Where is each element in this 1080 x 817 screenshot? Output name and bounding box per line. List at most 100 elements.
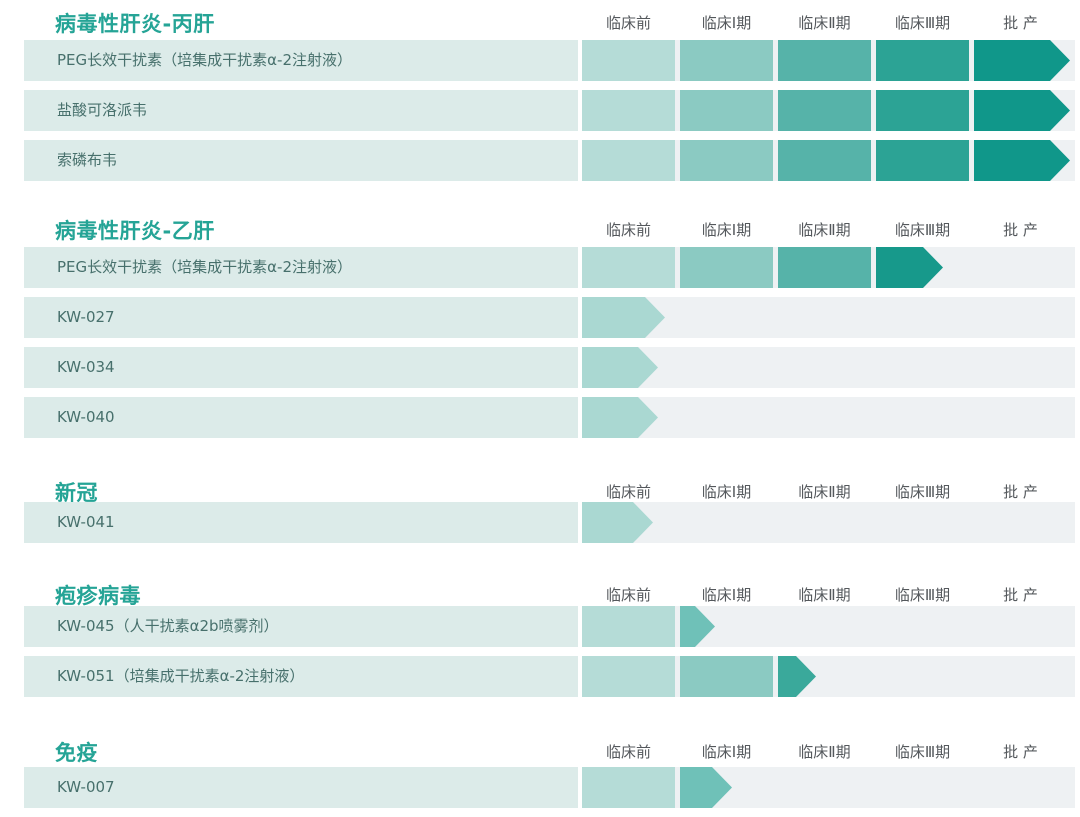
stage-column-header: 临床Ⅰ期 (701, 14, 752, 32)
stage-column-header: 临床前 (605, 743, 651, 761)
stage-arrow (974, 90, 1070, 131)
section-title: 病毒性肝炎-乙肝 (55, 219, 215, 243)
section-title: 免疫 (55, 741, 98, 765)
stage-column-header: 临床Ⅱ期 (798, 743, 851, 761)
stage-column-header: 临床前 (605, 586, 651, 604)
stage-segment (876, 140, 969, 181)
stage-column-header: 临床前 (605, 221, 651, 239)
stage-column-header: 临床Ⅰ期 (701, 221, 752, 239)
section-title: 疱疹病毒 (55, 584, 141, 608)
pipeline-row: KW-027 (0, 297, 1080, 338)
row-label: PEG长效干扰素（培集成干扰素α-2注射液） (57, 258, 352, 276)
row-label-area (24, 347, 578, 388)
stage-segment (582, 90, 675, 131)
stage-arrow (582, 347, 658, 388)
row-label: KW-045（人干扰素α2b喷雾剂） (57, 617, 279, 635)
stage-arrow (680, 767, 732, 808)
row-label-area (24, 656, 578, 697)
section-title: 病毒性肝炎-丙肝 (55, 12, 215, 36)
stage-column-header: 临床Ⅱ期 (798, 221, 851, 239)
stage-column-header: 临床前 (605, 14, 651, 32)
stage-column-header: 临床Ⅲ期 (894, 743, 951, 761)
stage-column-header: 批 产 (1003, 221, 1038, 239)
stage-column-header: 临床Ⅱ期 (798, 14, 851, 32)
stage-segment (680, 90, 773, 131)
stage-segment (778, 40, 871, 81)
stage-column-header: 临床前 (605, 483, 651, 501)
row-label-area (24, 297, 578, 338)
row-label: KW-041 (57, 513, 115, 531)
stage-column-header: 临床Ⅲ期 (894, 14, 951, 32)
row-label: KW-034 (57, 358, 115, 376)
section-title: 新冠 (55, 481, 98, 505)
stage-column-header: 临床Ⅲ期 (894, 483, 951, 501)
stage-segment (582, 247, 675, 288)
stage-segment (582, 606, 675, 647)
row-label: KW-040 (57, 408, 115, 426)
row-label-area (24, 606, 578, 647)
row-label-area (24, 767, 578, 808)
stage-arrow (582, 297, 665, 338)
stage-segment (680, 247, 773, 288)
stage-segment (778, 90, 871, 131)
stage-segment (680, 40, 773, 81)
stage-segment (876, 90, 969, 131)
progress-track (582, 90, 1075, 131)
row-label: 盐酸可洛派韦 (57, 101, 148, 119)
pipeline-row: KW-041 (0, 502, 1080, 543)
row-label-area (24, 397, 578, 438)
stage-segment (582, 656, 675, 697)
stage-column-header: 临床Ⅱ期 (798, 586, 851, 604)
progress-track (582, 347, 1075, 388)
progress-track (582, 656, 1075, 697)
stage-segment (582, 767, 675, 808)
stage-column-header: 临床Ⅰ期 (701, 743, 752, 761)
stage-column-header: 临床Ⅱ期 (798, 483, 851, 501)
pipeline-row: PEG长效干扰素（培集成干扰素α-2注射液） (0, 40, 1080, 81)
stage-arrow (876, 247, 943, 288)
row-label: KW-051（培集成干扰素α-2注射液） (57, 667, 305, 685)
stage-column-header: 批 产 (1003, 14, 1038, 32)
row-label-area (24, 90, 578, 131)
stage-arrow (582, 397, 658, 438)
pipeline-row: 盐酸可洛派韦 (0, 90, 1080, 131)
row-label: KW-027 (57, 308, 115, 326)
pipeline-row: KW-051（培集成干扰素α-2注射液） (0, 656, 1080, 697)
stage-segment (680, 656, 773, 697)
stage-arrow (582, 502, 653, 543)
stage-arrow (680, 606, 715, 647)
stage-column-header: 临床Ⅲ期 (894, 221, 951, 239)
pipeline-row: KW-007 (0, 767, 1080, 808)
stage-segment (582, 140, 675, 181)
row-label-area (24, 140, 578, 181)
row-label: KW-007 (57, 778, 115, 796)
pipeline-row: 索磷布韦 (0, 140, 1080, 181)
stage-column-header: 临床Ⅰ期 (701, 483, 752, 501)
row-label: 索磷布韦 (57, 151, 118, 169)
pipeline-row: KW-045（人干扰素α2b喷雾剂） (0, 606, 1080, 647)
progress-track (582, 40, 1075, 81)
stage-arrow (778, 656, 816, 697)
stage-arrow (974, 40, 1070, 81)
row-label-area (24, 502, 578, 543)
pipeline-row: PEG长效干扰素（培集成干扰素α-2注射液） (0, 247, 1080, 288)
progress-track (582, 397, 1075, 438)
stage-segment (876, 40, 969, 81)
stage-arrow (974, 140, 1070, 181)
row-label: PEG长效干扰素（培集成干扰素α-2注射液） (57, 51, 352, 69)
stage-segment (778, 140, 871, 181)
stage-segment (582, 40, 675, 81)
stage-column-header: 临床Ⅲ期 (894, 586, 951, 604)
stage-column-header: 临床Ⅰ期 (701, 586, 752, 604)
progress-track (582, 502, 1075, 543)
pipeline-row: KW-040 (0, 397, 1080, 438)
row-label-area (24, 40, 578, 81)
progress-track (582, 767, 1075, 808)
stage-column-header: 批 产 (1003, 483, 1038, 501)
stage-segment (680, 140, 773, 181)
pipeline-row: KW-034 (0, 347, 1080, 388)
progress-track (582, 606, 1075, 647)
row-label-area (24, 247, 578, 288)
progress-track (582, 140, 1075, 181)
